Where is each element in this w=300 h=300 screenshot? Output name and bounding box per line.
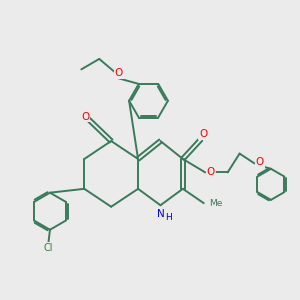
Text: Cl: Cl [43,243,52,253]
Text: N: N [157,209,164,219]
Text: O: O [115,68,123,78]
Text: O: O [199,129,207,139]
Text: O: O [206,167,215,177]
Text: O: O [81,112,89,122]
Text: Me: Me [210,199,223,208]
Text: O: O [256,157,264,167]
Text: H: H [165,213,172,222]
